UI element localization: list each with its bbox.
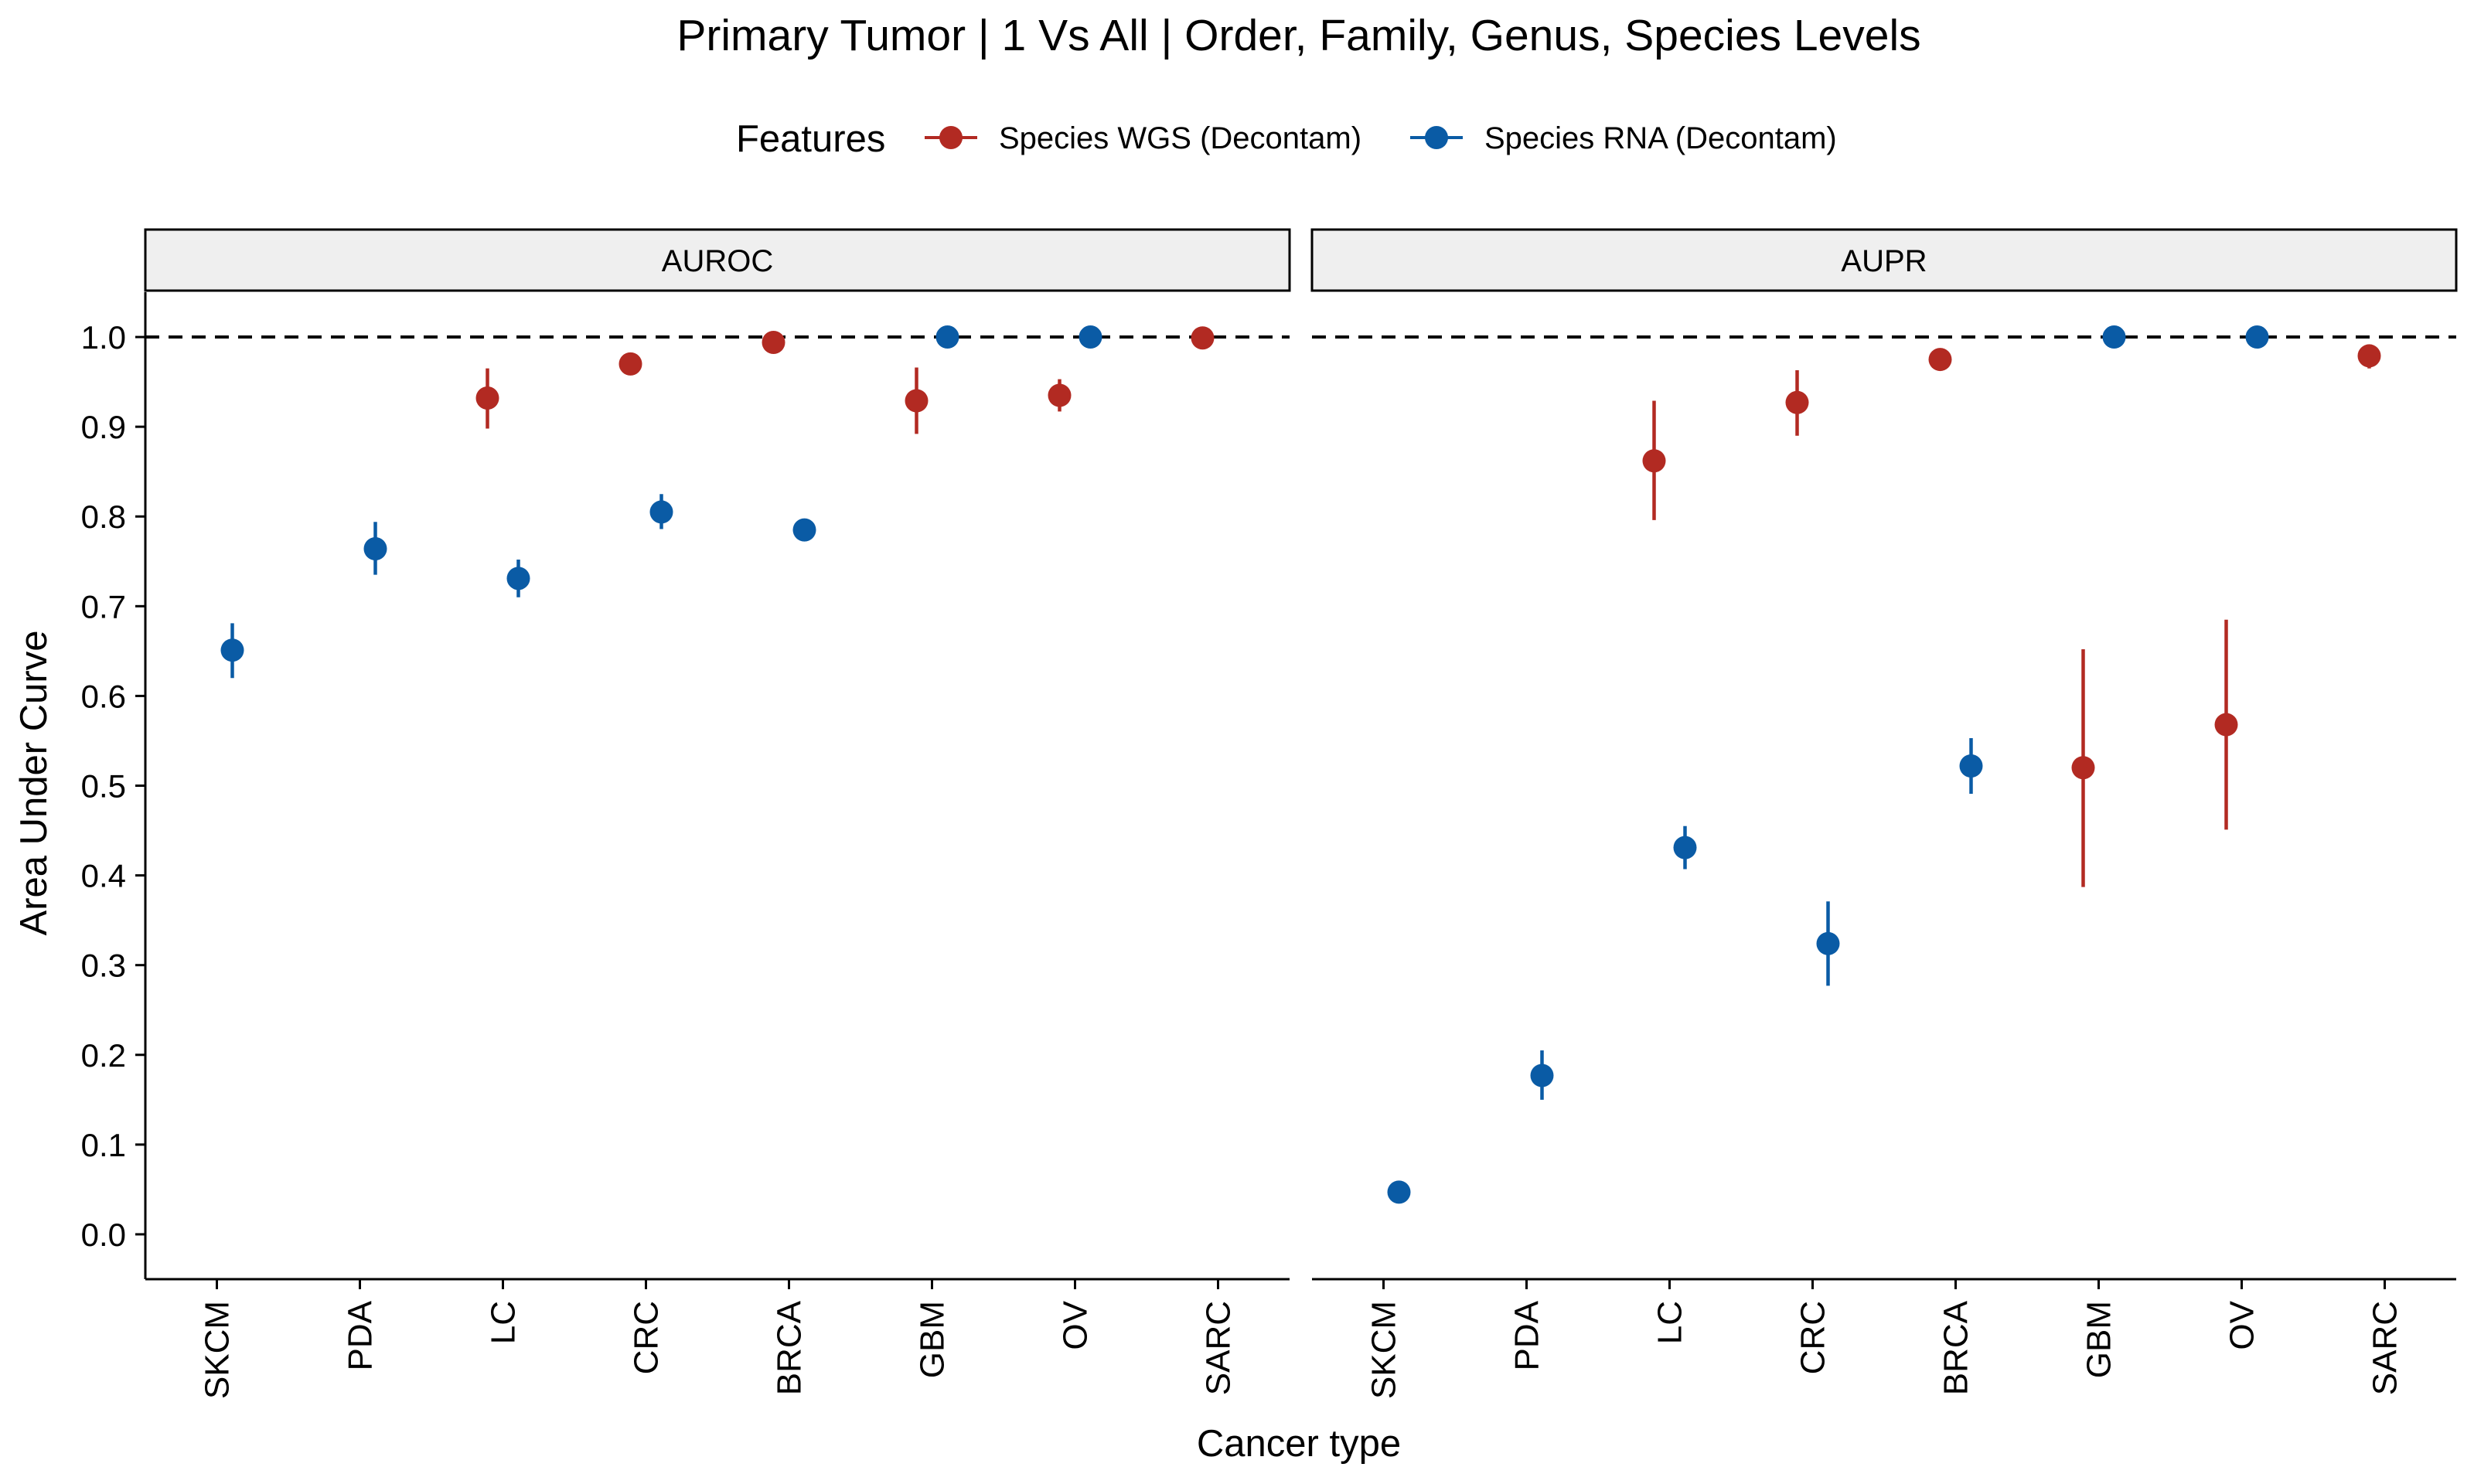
panels: AUROC SKCM PDA LC CRC BRCA GBM OV SARC AUPR SKCM PD… xyxy=(144,228,2458,1399)
data-point xyxy=(1048,383,1072,407)
y-axis: Area Under Curve 0.00.10.20.30.40.50.60.… xyxy=(13,319,145,1253)
x-tick-label: CRC xyxy=(628,1301,666,1374)
x-tick-label: LC xyxy=(485,1301,523,1344)
x-tick-label: GBM xyxy=(914,1301,952,1378)
facet-strip xyxy=(144,228,1291,292)
data-point xyxy=(649,500,673,524)
y-tick-label: 0.0 xyxy=(81,1217,126,1253)
data-point xyxy=(1928,348,1952,372)
y-tick-label: 0.7 xyxy=(81,588,126,625)
chart-title: Primary Tumor | 1 Vs All | Order, Family… xyxy=(676,11,1920,60)
x-axis-label: Cancer type xyxy=(1197,1423,1401,1465)
data-point xyxy=(1959,754,1983,778)
legend: Features Species WGS (Decontam) Species … xyxy=(736,118,1837,160)
y-tick-label: 0.1 xyxy=(81,1127,126,1163)
y-tick-label: 0.4 xyxy=(81,858,126,894)
data-point xyxy=(905,389,929,413)
data-point xyxy=(2071,756,2095,780)
data-point xyxy=(1673,836,1697,859)
data-point xyxy=(792,518,816,542)
y-tick-label: 1.0 xyxy=(81,319,126,356)
data-point xyxy=(506,567,530,591)
x-tick-label: OV xyxy=(1057,1300,1095,1350)
x-tick-label: SKCM xyxy=(199,1301,237,1399)
data-point xyxy=(475,386,499,410)
data-point xyxy=(1530,1064,1554,1087)
y-ticks: 0.0 0.1 0.2 0.3 0.4 0.5 0.6 0.7 0.8 0.9 1.0 xyxy=(81,319,145,1253)
x-tick-label: PDA xyxy=(1508,1300,1546,1370)
facet-label: AUPR xyxy=(1841,244,1927,278)
legend-rna-label: Species RNA (Decontam) xyxy=(1484,121,1837,155)
y-tick-label: 0.5 xyxy=(81,768,126,805)
data-point xyxy=(762,331,785,355)
x-tick-label: PDA xyxy=(342,1300,380,1370)
x-tick-label: GBM xyxy=(2080,1301,2118,1378)
data-point xyxy=(2245,325,2269,349)
data-point xyxy=(1785,390,1809,414)
legend-item-rna: Species RNA (Decontam) xyxy=(1410,121,1837,155)
data-point xyxy=(2102,325,2126,349)
legend-wgs-label: Species WGS (Decontam) xyxy=(999,121,1361,155)
data-point xyxy=(1387,1180,1411,1204)
x-tick-label: SKCM xyxy=(1365,1301,1403,1399)
data-point xyxy=(618,352,642,376)
y-tick-label: 0.2 xyxy=(81,1037,126,1074)
x-tick-label: BRCA xyxy=(771,1300,809,1395)
data-point xyxy=(1816,931,1840,955)
x-tick-label: BRCA xyxy=(1937,1300,1975,1395)
x-tick-label: OV xyxy=(2224,1300,2261,1350)
legend-wgs-marker xyxy=(939,126,963,149)
y-tick-label: 0.3 xyxy=(81,948,126,984)
y-tick-label: 0.9 xyxy=(81,409,126,445)
x-tick-label: LC xyxy=(1651,1301,1689,1344)
facet-label: AUROC xyxy=(662,244,773,278)
data-point xyxy=(935,325,959,349)
data-point xyxy=(220,638,244,662)
legend-rna-marker xyxy=(1425,126,1448,149)
legend-title: Features xyxy=(736,118,885,160)
panel-aupr: AUPR SKCM PDA LC CRC BRCA GBM OV SARC xyxy=(1310,228,2458,1399)
y-tick-label: 0.6 xyxy=(81,678,126,714)
data-point xyxy=(1079,325,1102,349)
data-point xyxy=(363,537,387,561)
data-point xyxy=(2214,713,2238,737)
x-tick-label: SARC xyxy=(1200,1301,1238,1395)
data-point xyxy=(1191,326,1215,350)
legend-item-wgs: Species WGS (Decontam) xyxy=(925,121,1361,155)
panel-auroc: AUROC SKCM PDA LC CRC BRCA GBM OV SARC xyxy=(144,228,1291,1399)
data-point xyxy=(1642,449,1666,473)
x-tick-label: CRC xyxy=(1794,1301,1832,1374)
data-point xyxy=(2357,344,2381,368)
y-tick-label: 0.8 xyxy=(81,499,126,535)
y-axis-label: Area Under Curve xyxy=(13,631,55,936)
x-tick-label: SARC xyxy=(2367,1301,2404,1395)
facet-strip xyxy=(1310,228,2458,292)
